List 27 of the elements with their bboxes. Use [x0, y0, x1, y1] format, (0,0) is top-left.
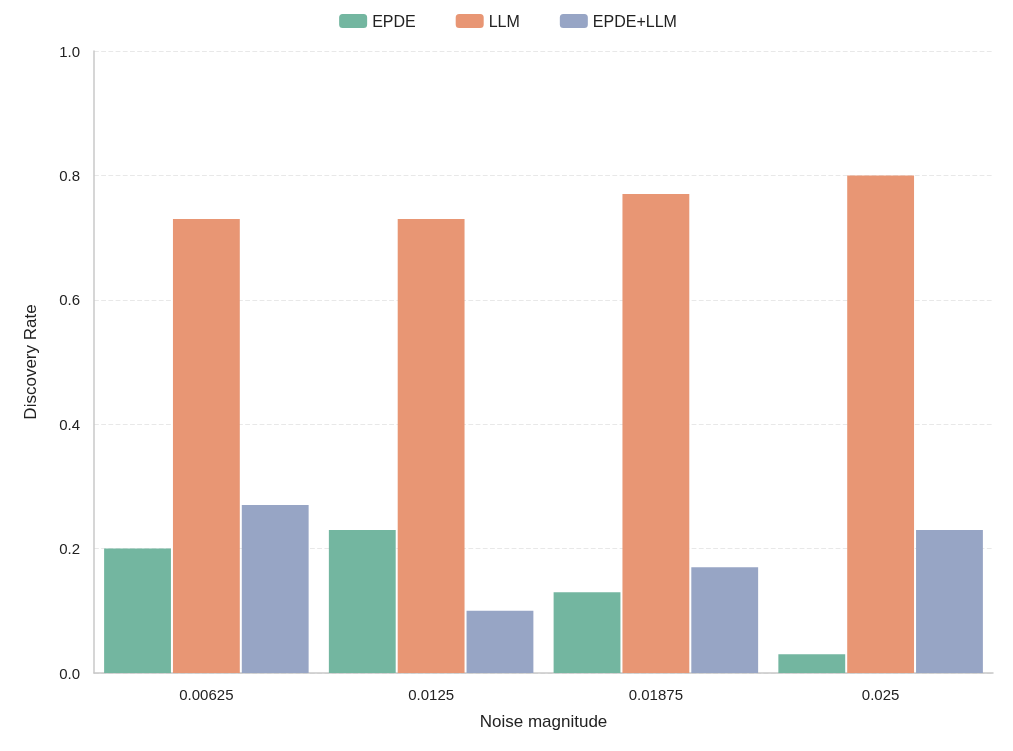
y-tick-label: 0.4 [59, 415, 80, 433]
x-tick-label: 0.0125 [408, 686, 455, 703]
y-tick-label: 0.6 [59, 291, 80, 309]
x-tick-label: 0.00625 [179, 686, 234, 703]
bar [691, 567, 759, 673]
bar [172, 218, 240, 673]
bar [553, 592, 621, 673]
x-tick-label: 0.025 [861, 686, 900, 703]
bar [328, 529, 396, 673]
y-tick-label: 1.0 [59, 42, 80, 60]
legend-label: EPDE+LLM [592, 12, 677, 30]
x-axis-title: Noise magnitude [479, 712, 608, 731]
bar [241, 505, 309, 673]
legend-label: EPDE [372, 12, 416, 30]
y-tick-label: 0.8 [59, 166, 80, 184]
bar [847, 175, 915, 673]
bar [397, 218, 465, 673]
bar [916, 529, 983, 673]
y-tick-label: 0.2 [59, 540, 80, 558]
y-tick-label: 0.0 [59, 664, 80, 682]
legend-label: LLM [488, 12, 520, 30]
bar [104, 548, 171, 673]
bar [622, 194, 690, 673]
bar [466, 610, 534, 673]
x-tick-label: 0.01875 [628, 686, 683, 703]
bar [778, 654, 846, 673]
y-axis-title: Discovery Rate [21, 304, 40, 420]
